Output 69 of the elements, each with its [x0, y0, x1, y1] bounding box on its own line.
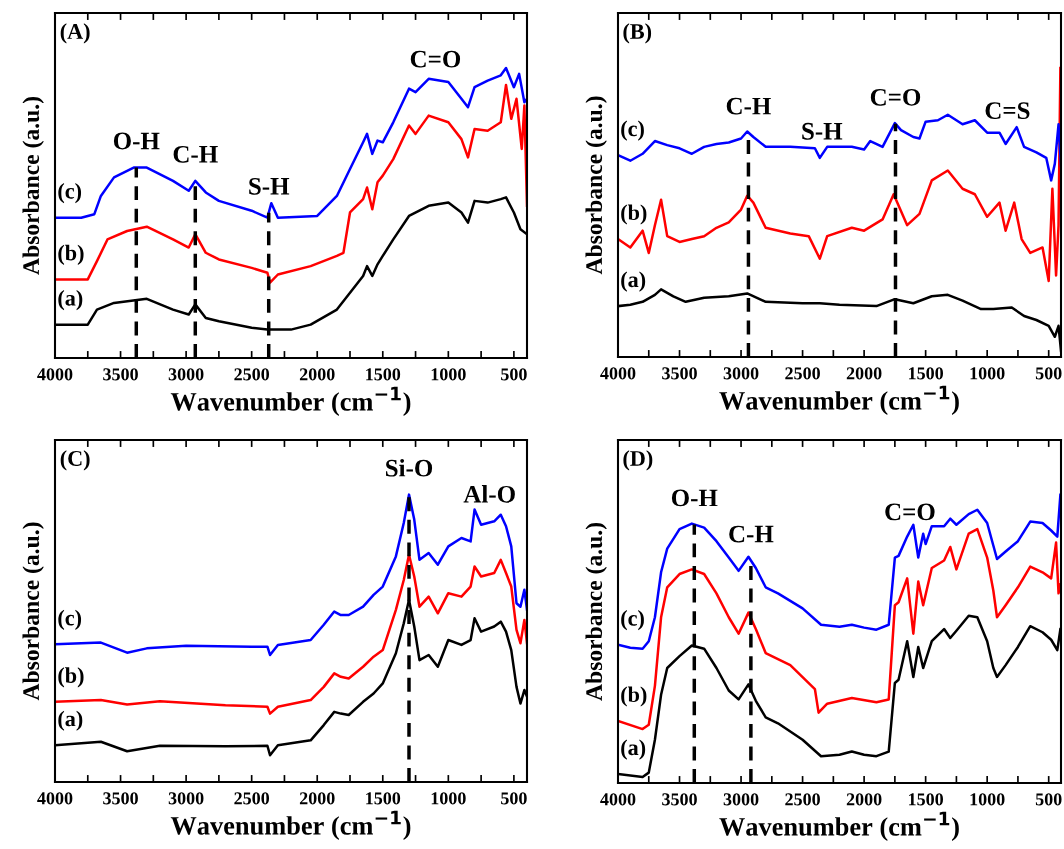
y-axis-title: Absorbance (a.u.): [22, 522, 44, 701]
x-tick-label: 1000: [970, 793, 1005, 806]
x-tick-label: 2500: [785, 367, 820, 380]
ref-line-label: C=O: [870, 88, 921, 106]
x-axis-title: Wavenumber (cm$^{−1}$): [170, 810, 411, 841]
ref-line-label: C-H: [173, 145, 218, 163]
x-tick-label: 2000: [299, 368, 335, 381]
ref-line-label: C-H: [729, 525, 774, 543]
x-tick-label: 1500: [909, 793, 944, 806]
text: C=O: [410, 50, 461, 68]
chart-title: (A): [60, 23, 90, 44]
annotation: C=O: [885, 503, 935, 521]
x-tick-label: 4000: [37, 792, 73, 805]
x-tick-label: 3500: [103, 368, 138, 381]
x-tick-label: 1000: [431, 792, 466, 805]
series-label: (b): [58, 244, 84, 265]
series-label: (b): [621, 686, 647, 707]
x-tick-label: 4000: [600, 793, 636, 806]
annotation: S-H: [802, 122, 843, 140]
x-tick-label: 2500: [234, 792, 270, 805]
annotation: Al-O: [463, 485, 515, 503]
series-label: (c): [58, 609, 82, 630]
series-label: (c): [621, 610, 644, 631]
x-tick-label: 500: [1035, 367, 1062, 380]
y-axis-title: Absorbance (a.u.): [585, 96, 607, 275]
x-tick-label: 2500: [785, 793, 820, 806]
y-axis-title: Absorbance (a.u.): [585, 523, 607, 701]
x-axis-title: Wavenumber (cm$^{−1}$): [170, 386, 411, 417]
x-tick-label: 1000: [431, 368, 466, 381]
series-label: (a): [621, 271, 646, 292]
ref-line-label: C-H: [726, 97, 771, 115]
x-axis-title: Wavenumber (cm$^{−1}$): [719, 811, 959, 842]
x-tick-label: 2500: [234, 368, 270, 381]
x-tick-label: 1500: [366, 792, 401, 805]
x-tick-label: 2000: [846, 793, 882, 806]
series-label: (b): [58, 667, 84, 688]
ref-line-label: S-H: [249, 177, 290, 195]
x-tick-label: 500: [501, 368, 527, 381]
x-tick-label: 2000: [846, 367, 882, 380]
series-label: (c): [58, 183, 82, 204]
ref-line-label: Si-O: [386, 459, 433, 477]
ref-line-label: O-H: [671, 489, 718, 507]
x-tick-label: 3500: [662, 793, 697, 806]
x-tick-label: 3000: [723, 367, 759, 380]
x-tick-label: 3000: [168, 792, 204, 805]
x-tick-label: 4000: [600, 367, 636, 380]
series-label: (b): [621, 204, 647, 225]
x-tick-label: 1500: [366, 368, 401, 381]
chart-title: (C): [60, 450, 90, 471]
y-axis-title: Absorbance (a.u.): [22, 97, 44, 275]
x-tick-label: 500: [501, 792, 527, 805]
x-tick-label: 3000: [723, 793, 759, 806]
x-tick-label: 1500: [909, 367, 944, 380]
annotation: C=S: [985, 102, 1030, 120]
x-tick-label: 3500: [103, 792, 138, 805]
x-axis-title: Wavenumber (cm$^{−1}$): [719, 385, 959, 416]
ref-line-label: O-H: [113, 132, 160, 150]
chart-title: (D): [623, 450, 653, 471]
x-tick-label: 2000: [299, 792, 335, 805]
series-label: (a): [58, 710, 83, 731]
x-tick-label: 3500: [662, 367, 697, 380]
series-label: (a): [58, 290, 83, 311]
x-tick-label: 1000: [970, 367, 1005, 380]
x-tick-label: 3000: [168, 368, 204, 381]
x-tick-label: 4000: [37, 368, 73, 381]
series-label: (a): [621, 739, 646, 760]
series-label: (c): [621, 120, 644, 141]
x-tick-label: 500: [1035, 793, 1062, 806]
chart-title: (B): [623, 23, 652, 44]
